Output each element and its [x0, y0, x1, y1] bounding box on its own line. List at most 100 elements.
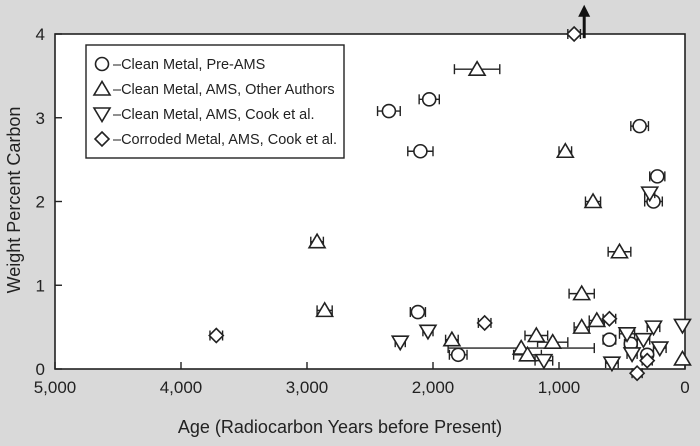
data-point — [649, 169, 666, 184]
triangle-down-marker — [602, 356, 622, 373]
diamond-marker — [565, 25, 583, 43]
triangle-up-marker — [543, 333, 563, 350]
data-point — [673, 349, 692, 366]
diamond-marker — [476, 314, 493, 332]
circle-marker — [649, 169, 665, 184]
data-point — [607, 242, 632, 259]
triangle-down-marker — [418, 324, 438, 341]
diamond-marker — [628, 365, 646, 382]
y-tick-label: 0 — [36, 360, 45, 379]
data-marks — [208, 4, 692, 382]
triangle-up-marker — [610, 242, 629, 259]
x-tick-label: 0 — [680, 378, 689, 397]
x-tick-label: 5,000 — [34, 378, 77, 397]
triangle-down-marker — [644, 320, 663, 337]
data-point — [639, 352, 656, 369]
circle-marker — [632, 118, 647, 134]
data-point — [476, 314, 493, 332]
data-point — [583, 192, 603, 209]
data-point — [376, 103, 401, 119]
triangle-down-marker — [673, 318, 692, 335]
legend-entry: –Clean Metal, Pre-AMS — [94, 56, 265, 73]
x-axis-title: Age (Radiocarbon Years before Present) — [178, 417, 502, 437]
triangle-up-marker — [673, 349, 692, 366]
triangle-up-marker — [583, 192, 603, 209]
data-point — [315, 301, 335, 318]
data-point — [628, 365, 646, 382]
legend-triangle-up-icon — [92, 79, 112, 96]
data-point — [409, 304, 427, 320]
data-point — [602, 332, 617, 347]
legend-label: –Corroded Metal, AMS, Cook et al. — [113, 132, 337, 148]
data-point — [442, 330, 462, 347]
data-point — [390, 335, 410, 352]
data-point — [634, 332, 653, 349]
y-tick-label: 4 — [36, 25, 45, 44]
legend-label: –Clean Metal, AMS, Other Authors — [113, 82, 335, 98]
legend-circle-icon — [94, 56, 110, 72]
data-point — [407, 143, 434, 159]
diamond-marker — [601, 310, 618, 327]
legend-triangle-down-icon — [92, 107, 112, 124]
data-point — [572, 318, 592, 334]
y-tick-label: 1 — [36, 276, 45, 295]
triangle-up-marker — [572, 318, 592, 334]
data-point — [602, 356, 622, 373]
data-point — [448, 347, 468, 363]
y-axis-title: Weight Percent Carbon — [4, 107, 24, 294]
data-point — [622, 347, 642, 363]
triangle-down-marker — [534, 353, 554, 370]
circle-marker — [410, 304, 426, 320]
legend-box — [85, 44, 345, 159]
triangle-down-marker — [617, 327, 637, 343]
x-tick-label: 2,000 — [412, 378, 455, 397]
data-point — [650, 341, 670, 358]
triangle-up-marker — [467, 60, 487, 76]
x-tick-label: 3,000 — [286, 378, 329, 397]
legend-entry: –Clean Metal, AMS, Cook et al. — [92, 107, 315, 124]
circle-marker — [602, 332, 617, 347]
triangle-down-marker — [650, 341, 670, 358]
data-point — [307, 232, 327, 249]
legend-entry: –Corroded Metal, AMS, Cook et al. — [93, 130, 337, 148]
circle-marker — [413, 143, 428, 159]
legend-label: –Clean Metal, AMS, Cook et al. — [113, 107, 315, 123]
y-tick-label: 2 — [36, 193, 45, 212]
triangle-up-marker — [555, 142, 575, 159]
data-point — [568, 284, 595, 301]
data-point — [524, 326, 549, 343]
legend: –Clean Metal, Pre-AMS –Clean Metal, AMS, … — [85, 44, 345, 159]
triangle-up-marker — [307, 232, 327, 249]
x-tick-label: 1,000 — [538, 378, 581, 397]
data-point — [555, 142, 575, 159]
data-point — [644, 320, 663, 337]
triangle-up-marker — [587, 311, 607, 328]
triangle-down-marker — [622, 347, 642, 363]
data-point — [673, 318, 692, 335]
triangle-up-marker — [572, 284, 592, 301]
diamond-marker — [208, 327, 225, 344]
y-tick-label: 3 — [36, 109, 45, 128]
data-point — [565, 25, 583, 43]
circle-marker — [450, 347, 466, 363]
data-point — [418, 324, 438, 341]
data-point — [601, 310, 618, 327]
data-point — [534, 353, 554, 370]
data-point — [453, 60, 501, 76]
triangle-up-marker — [526, 326, 546, 343]
legend-entry: –Clean Metal, AMS, Other Authors — [92, 79, 335, 98]
legend-label: –Clean Metal, Pre-AMS — [113, 57, 265, 73]
triangle-down-marker — [390, 335, 410, 352]
legend-diamond-icon — [93, 130, 111, 148]
triangle-up-marker — [442, 330, 462, 347]
diamond-marker — [639, 352, 656, 369]
circle-marker — [381, 103, 397, 119]
data-point — [208, 327, 225, 344]
triangle-down-marker — [634, 332, 653, 349]
data-point — [418, 92, 440, 107]
off-scale-arrow — [578, 4, 591, 39]
triangle-up-marker — [315, 301, 335, 318]
data-point — [630, 118, 650, 134]
data-point — [640, 186, 660, 203]
